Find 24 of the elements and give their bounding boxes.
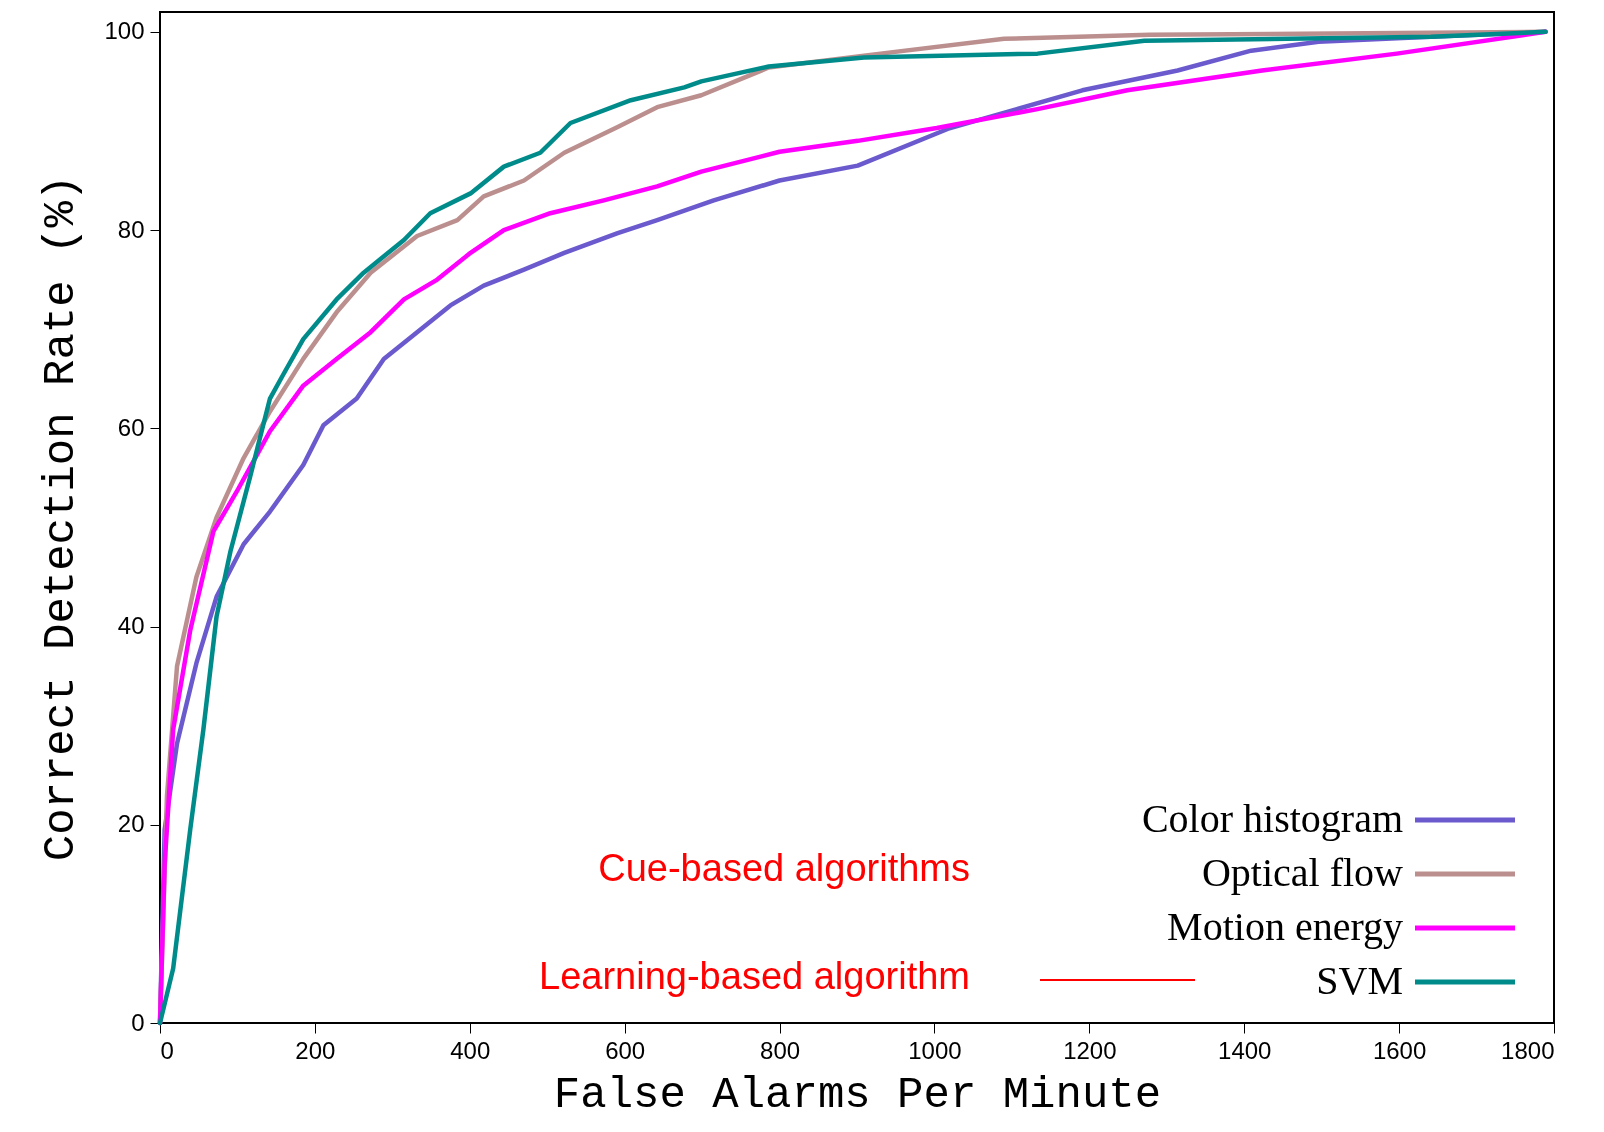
y-axis-title: Correct Detection Rate (%) [36, 174, 87, 862]
y-tick-label: 20 [117, 810, 145, 838]
x-tick-label: 0 [160, 1036, 174, 1064]
y-tick-label: 100 [104, 17, 145, 45]
x-tick-label: 1800 [1501, 1036, 1555, 1064]
x-tick-label: 200 [295, 1036, 336, 1064]
legend-label: Color histogram [1141, 796, 1403, 841]
x-tick-label: 600 [605, 1036, 646, 1064]
legend-label: Optical flow [1201, 850, 1404, 895]
y-tick-label: 80 [117, 215, 145, 243]
x-tick-label: 800 [760, 1036, 801, 1064]
y-tick-label: 0 [131, 1008, 145, 1036]
y-tick-label: 60 [117, 413, 145, 441]
x-tick-label: 1000 [908, 1036, 962, 1064]
x-axis-title: False Alarms Per Minute [553, 1069, 1162, 1120]
x-tick-label: 400 [450, 1036, 491, 1064]
x-tick-label: 1400 [1218, 1036, 1272, 1064]
x-tick-label: 1600 [1372, 1036, 1427, 1064]
x-tick-label: 1200 [1063, 1036, 1117, 1064]
annotation: Learning-based algorithm [539, 955, 970, 997]
annotation: Cue-based algorithms [598, 847, 970, 889]
legend-label: Motion energy [1167, 904, 1403, 949]
legend-label: SVM [1316, 958, 1403, 1003]
y-tick-label: 40 [117, 612, 145, 640]
